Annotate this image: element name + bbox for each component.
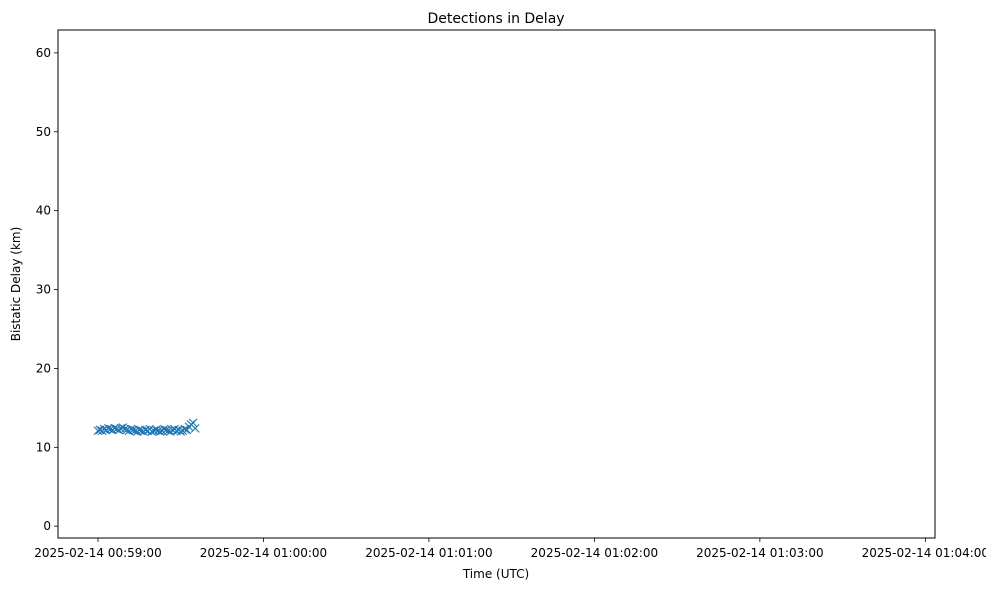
x-tick-label: 2025-02-14 01:00:00 bbox=[200, 546, 327, 560]
data-point bbox=[180, 424, 190, 434]
y-axis-ticks: 0 10 20 30 40 50 60 bbox=[36, 46, 58, 533]
x-tick-label: 2025-02-14 01:04:00 bbox=[862, 546, 986, 560]
x-tick-label: 2025-02-14 01:02:00 bbox=[531, 546, 658, 560]
y-tick-label: 20 bbox=[36, 361, 51, 375]
data-point bbox=[188, 418, 198, 428]
data-point bbox=[190, 423, 200, 433]
x-axis-label: Time (UTC) bbox=[462, 567, 529, 581]
x-axis-ticks: 2025-02-14 00:59:00 2025-02-14 01:00:00 20… bbox=[34, 538, 986, 560]
y-tick-label: 40 bbox=[36, 204, 51, 218]
y-axis-label: Bistatic Delay (km) bbox=[9, 227, 23, 342]
x-tick-label: 2025-02-14 01:03:00 bbox=[696, 546, 823, 560]
y-tick-label: 10 bbox=[36, 440, 51, 454]
chart-title: Detections in Delay bbox=[427, 11, 564, 27]
y-tick-label: 60 bbox=[36, 46, 51, 60]
x-tick-label: 2025-02-14 00:59:00 bbox=[34, 546, 161, 560]
plot-area-frame bbox=[57, 29, 936, 539]
y-tick-label: 50 bbox=[36, 125, 51, 139]
y-tick-label: 0 bbox=[43, 519, 51, 533]
x-tick-label: 2025-02-14 01:01:00 bbox=[365, 546, 492, 560]
scatter-points bbox=[93, 418, 200, 436]
y-tick-label: 30 bbox=[36, 283, 51, 297]
